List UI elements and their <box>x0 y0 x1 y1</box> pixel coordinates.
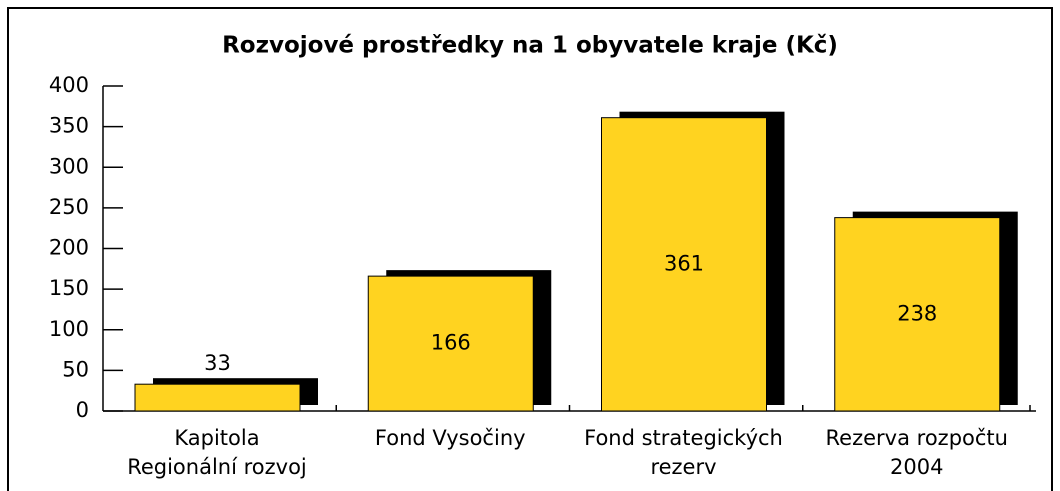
y-tick-label: 100 <box>49 317 89 341</box>
bar <box>134 383 301 412</box>
x-tick-label: Fond strategických rezerv <box>584 426 783 479</box>
data-label: 361 <box>664 251 704 275</box>
data-label: 238 <box>897 301 937 325</box>
y-tick-label: 350 <box>49 114 89 138</box>
y-tick-label: 0 <box>76 398 89 422</box>
y-tick-label: 50 <box>62 357 89 381</box>
data-label: 166 <box>431 331 471 355</box>
bar <box>834 217 1001 412</box>
bar <box>367 275 534 412</box>
y-tick-label: 300 <box>49 154 89 178</box>
x-tick-label: Kapitola Regionální rozvoj <box>127 426 307 479</box>
y-tick-label: 250 <box>49 195 89 219</box>
y-tick-label: 150 <box>49 276 89 300</box>
x-tick-label: Fond Vysočiny <box>375 426 526 450</box>
data-label: 33 <box>204 351 231 375</box>
y-tick-label: 400 <box>49 73 89 97</box>
x-tick-label: Rezerva rozpočtu 2004 <box>826 426 1008 479</box>
bar <box>601 117 767 412</box>
chart-title: Rozvojové prostředky na 1 obyvatele kraj… <box>222 33 838 59</box>
y-tick-label: 200 <box>49 236 89 260</box>
